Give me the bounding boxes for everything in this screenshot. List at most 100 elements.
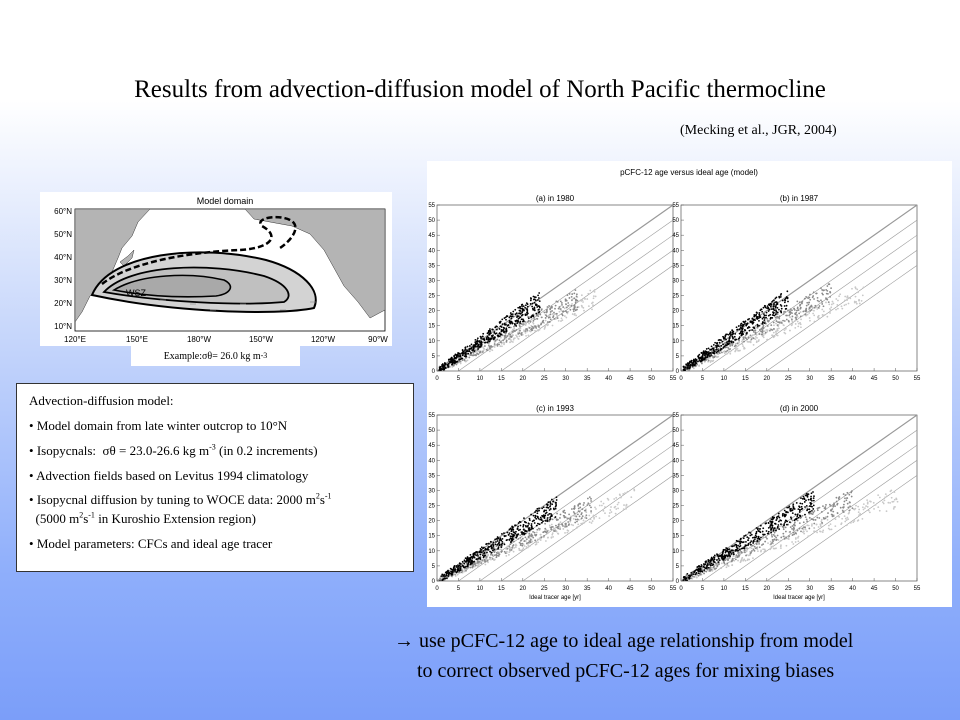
data-point-light xyxy=(570,523,573,526)
data-point-black xyxy=(447,358,450,361)
data-point-light xyxy=(794,541,797,543)
data-point-black xyxy=(524,306,527,309)
data-point-light xyxy=(512,341,514,343)
data-point-black xyxy=(500,326,503,328)
data-point-gray xyxy=(699,573,702,576)
data-point-light xyxy=(732,555,735,558)
data-point-gray xyxy=(806,301,809,304)
data-point-light xyxy=(827,524,830,527)
data-point-light xyxy=(849,297,852,300)
data-point-black xyxy=(756,323,759,326)
data-point-black xyxy=(461,560,464,563)
data-point-black xyxy=(521,303,524,306)
data-point-black xyxy=(539,518,542,521)
data-point-gray xyxy=(776,316,779,318)
data-point-gray xyxy=(836,502,839,505)
data-point-black xyxy=(799,502,802,505)
data-point-gray xyxy=(849,501,851,504)
data-point-black xyxy=(535,517,538,520)
data-point-black xyxy=(464,557,467,560)
x-tick-label: 45 xyxy=(627,586,634,592)
data-point-light xyxy=(861,294,864,297)
data-point-black xyxy=(734,332,737,335)
data-point-light xyxy=(534,543,537,546)
data-point-black xyxy=(473,560,475,563)
data-point-gray xyxy=(727,347,730,349)
data-point-black xyxy=(491,549,494,552)
data-point-light xyxy=(848,511,851,514)
data-point-light xyxy=(502,341,505,344)
data-point-black xyxy=(477,344,479,347)
data-point-black xyxy=(727,550,730,553)
data-point-gray xyxy=(550,526,552,529)
data-point-black xyxy=(537,294,539,297)
data-point-light xyxy=(749,340,752,343)
data-point-gray xyxy=(546,321,549,323)
data-point-black xyxy=(769,305,772,308)
data-point-light xyxy=(769,540,772,543)
data-point-black xyxy=(758,528,761,530)
data-point-black xyxy=(684,366,687,369)
data-point-light xyxy=(600,500,603,503)
data-point-light xyxy=(764,549,767,552)
data-point-black xyxy=(509,312,512,314)
data-point-gray xyxy=(793,523,796,525)
x-tick-label: 30 xyxy=(806,376,813,382)
data-point-black xyxy=(530,523,533,525)
data-point-black xyxy=(494,543,497,546)
data-point-black xyxy=(795,502,798,504)
data-point-black xyxy=(506,531,509,534)
data-point-light xyxy=(795,315,798,318)
data-point-light xyxy=(848,296,850,299)
data-point-gray xyxy=(503,337,506,340)
data-point-gray xyxy=(780,536,783,539)
data-point-black xyxy=(754,534,757,537)
data-point-gray xyxy=(489,347,491,350)
data-point-light xyxy=(525,334,527,337)
data-point-gray xyxy=(784,526,787,529)
data-point-black xyxy=(517,522,520,524)
data-point-light xyxy=(754,335,757,338)
data-point-gray xyxy=(789,308,792,310)
data-point-light xyxy=(506,545,509,548)
data-point-gray xyxy=(565,299,568,302)
data-point-light xyxy=(592,514,595,517)
data-point-light xyxy=(536,538,539,541)
data-point-black xyxy=(517,529,520,532)
data-point-gray xyxy=(743,330,746,333)
data-point-light xyxy=(844,520,847,523)
data-point-black xyxy=(508,538,511,541)
data-point-black xyxy=(714,341,717,344)
data-point-light xyxy=(826,518,829,521)
data-point-black xyxy=(512,538,514,541)
data-point-gray xyxy=(745,554,747,557)
data-point-light xyxy=(829,312,831,314)
data-point-black xyxy=(786,523,788,526)
data-point-black xyxy=(499,321,502,324)
data-point-gray xyxy=(567,304,570,307)
data-point-light xyxy=(782,324,785,326)
data-point-black xyxy=(736,540,739,543)
data-point-black xyxy=(503,535,506,538)
data-point-black xyxy=(741,327,744,330)
data-point-gray xyxy=(521,537,524,540)
data-point-black xyxy=(762,306,765,309)
data-point-black xyxy=(536,512,539,515)
data-point-gray xyxy=(555,524,557,527)
data-point-gray xyxy=(560,302,563,304)
data-point-black xyxy=(492,545,495,547)
data-point-gray xyxy=(529,321,532,323)
data-point-gray xyxy=(821,300,823,303)
data-point-gray xyxy=(562,306,565,308)
data-point-gray xyxy=(771,541,774,544)
data-point-black xyxy=(783,305,786,307)
data-point-gray xyxy=(845,499,848,502)
data-point-gray xyxy=(822,305,825,308)
data-point-gray xyxy=(548,321,551,323)
data-point-black xyxy=(719,349,722,351)
data-point-light xyxy=(763,330,766,333)
data-point-black xyxy=(536,507,539,510)
data-point-gray xyxy=(561,304,563,306)
y-tick-label: 40 xyxy=(428,248,435,254)
